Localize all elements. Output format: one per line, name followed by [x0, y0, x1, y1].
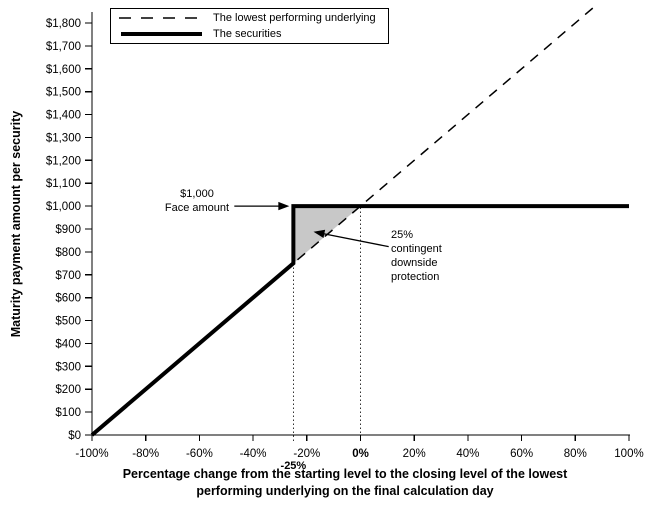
x-tick-label: 40%: [456, 448, 479, 460]
x-tick-label: -100%: [75, 448, 108, 460]
x-tick-label: 0%: [352, 448, 369, 460]
y-tick-label: $1,400: [46, 110, 81, 122]
special-tick-label: -25%: [281, 460, 307, 472]
y-tick-label: $600: [55, 293, 81, 305]
y-tick-label: $1,200: [46, 155, 81, 167]
y-tick-label: $1,600: [46, 64, 81, 76]
solid-line-sample: [121, 32, 202, 37]
x-tick-label: 100%: [614, 448, 643, 460]
plot-area: $0 $100 $200 $300 $400 $500 $600 $700 $800 $900 $1…: [46, 6, 644, 472]
x-tick-label: 20%: [403, 448, 426, 460]
legend-label-securities: The securities: [213, 28, 282, 41]
legend: The lowest performing underlying The sec…: [110, 8, 389, 44]
arrow-head-downside-protection: [313, 229, 326, 239]
x-tick-label: -80%: [132, 448, 159, 460]
x-tick-label: 60%: [510, 448, 533, 460]
y-tick-label: $1,300: [46, 132, 81, 144]
y-tick-label: $700: [55, 270, 81, 282]
x-axis-title: Percentage change from the starting leve…: [60, 466, 630, 500]
arrow-head-face-amount: [278, 201, 290, 211]
y-tick-label: $500: [55, 316, 81, 328]
series-solid: [90, 204, 629, 437]
x-tick-label: -40%: [240, 448, 267, 460]
y-tick-label: $1,800: [46, 18, 81, 30]
y-tick-label: $300: [55, 361, 81, 373]
y-tick-label: $1,500: [46, 87, 81, 99]
y-tick-label: $1,700: [46, 41, 81, 53]
x-axis-title-line1: Percentage change from the starting leve…: [122, 467, 568, 481]
downside-protection-annotation: 25% contingent downside protection: [391, 229, 442, 283]
x-tick-label: 80%: [564, 448, 587, 460]
dashed-line-sample: [119, 16, 204, 19]
y-tick-label: $400: [55, 338, 81, 350]
y-tick-label: $100: [55, 407, 81, 419]
y-axis-title: Maturity payment amount per security: [9, 110, 23, 338]
y-tick-label: $1,000: [46, 201, 81, 213]
x-tick-label: -60%: [186, 448, 213, 460]
y-tick-label: $0: [68, 430, 81, 442]
y-tick-label: $200: [55, 384, 81, 396]
legend-item-securities: The securities: [111, 26, 388, 42]
y-tick-label: $1,100: [46, 178, 81, 190]
legend-label-underlying: The lowest performing underlying: [213, 11, 376, 24]
x-tick-label: -20%: [293, 448, 320, 460]
y-tick-label: $800: [55, 247, 81, 259]
y-tick-label: $900: [55, 224, 81, 236]
face-amount-annotation: $1,000 Face amount: [164, 188, 230, 214]
legend-item-underlying: The lowest performing underlying: [111, 10, 388, 26]
arrow-line-downside-protection: [322, 232, 389, 248]
x-axis-title-line2: performing underlying on the final calcu…: [196, 484, 494, 498]
